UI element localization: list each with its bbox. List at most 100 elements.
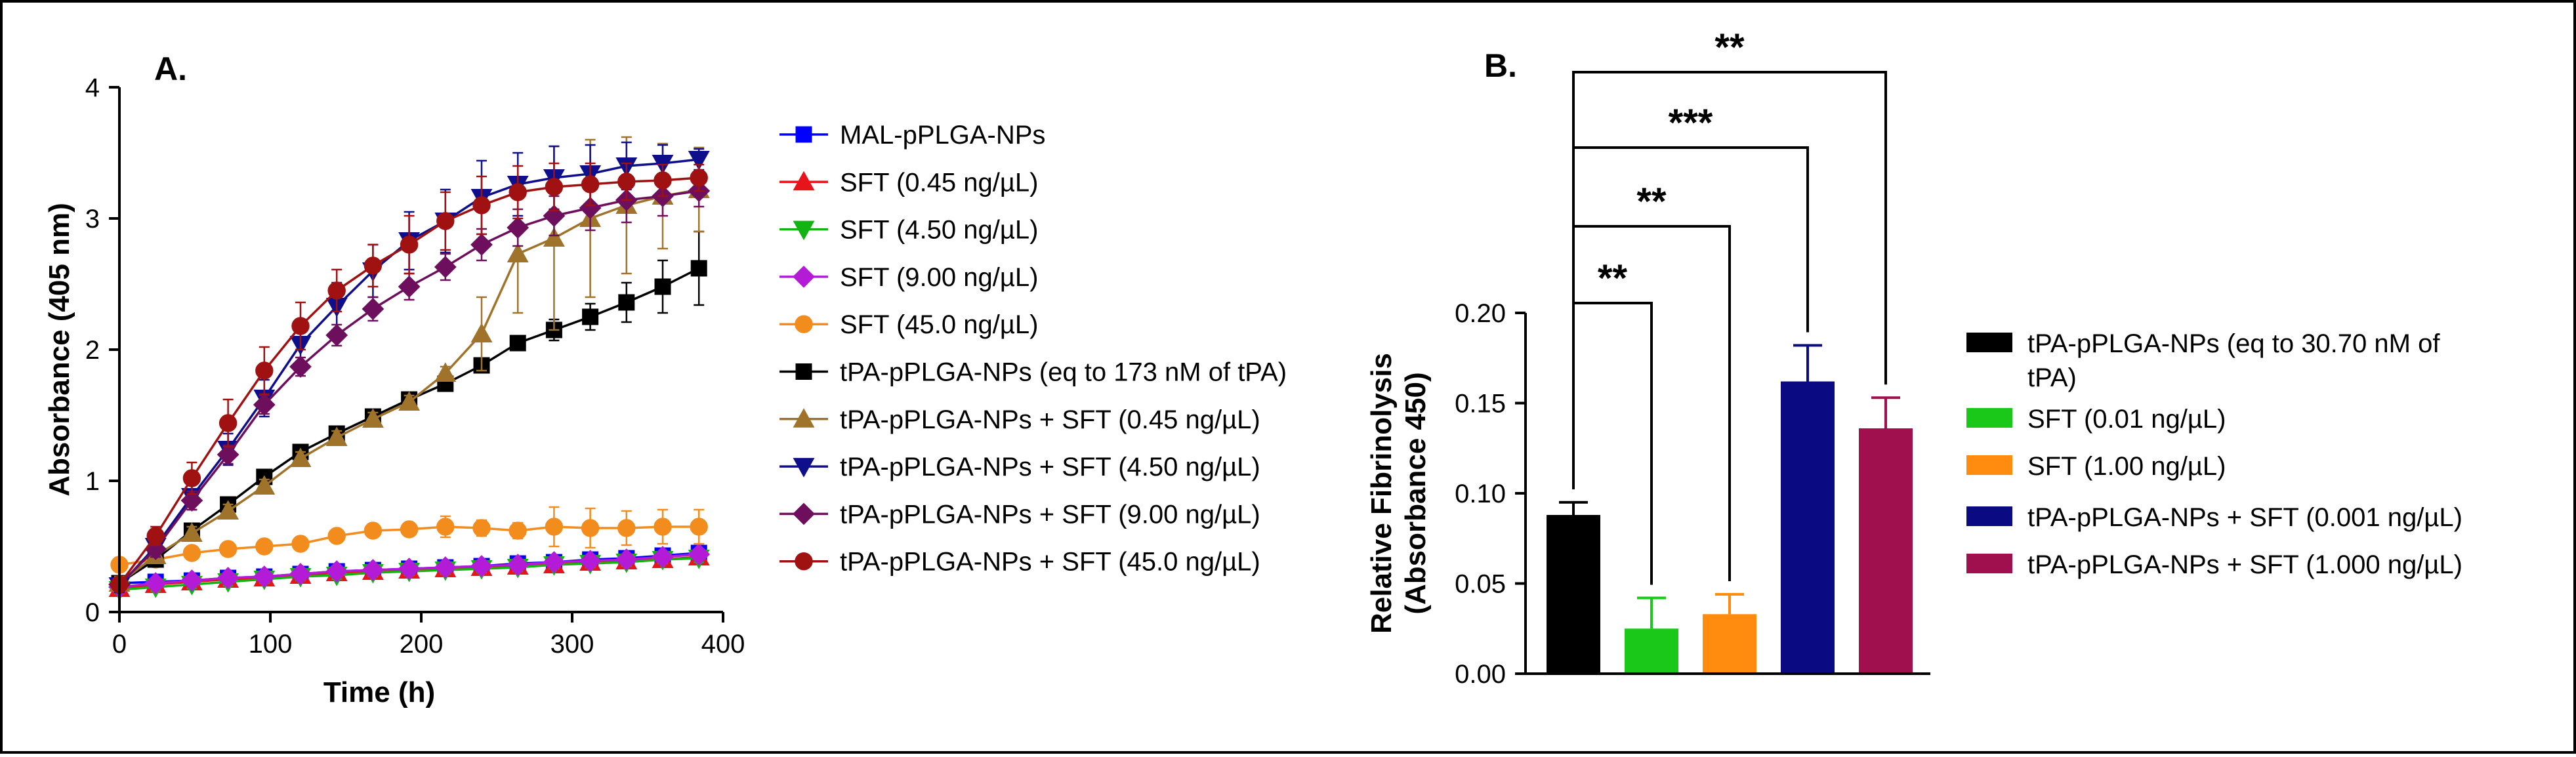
- data-point: [182, 469, 201, 487]
- significance-label: **: [1714, 26, 1745, 69]
- legend-item-6: tPA-pPLGA-NPs (eq to 173 nM of tPA): [779, 358, 1287, 387]
- data-point: [325, 324, 348, 346]
- legend-item-2: SFT (0.45 ng/µL): [779, 168, 1038, 197]
- data-point: [218, 540, 238, 558]
- panel-a-label: A.: [154, 51, 187, 87]
- legend-item-9: tPA-pPLGA-NPs + SFT (9.00 ng/µL): [779, 500, 1260, 529]
- data-point: [255, 361, 274, 380]
- panel-b-legend: tPA-pPLGA-NPs (eq to 30.70 nM of tPA) SFT …: [1966, 329, 2462, 579]
- data-point: [470, 234, 493, 256]
- data-point: [690, 518, 708, 536]
- data-point: [180, 489, 203, 512]
- y-tick-label: 3: [85, 205, 100, 234]
- bar: [1547, 515, 1600, 674]
- data-point: [690, 169, 708, 187]
- data-point: [545, 178, 564, 196]
- legend-swatch: [1966, 333, 2012, 352]
- data-point: [398, 558, 421, 580]
- data-point: [327, 527, 346, 545]
- x-tick-label: 200: [400, 630, 444, 659]
- legend-label: SFT (0.01 ng/µL): [2027, 405, 2226, 434]
- data-point: [509, 335, 526, 352]
- legend-label: SFT (1.00 ng/µL): [2027, 452, 2226, 481]
- data-point: [543, 551, 566, 573]
- panel-a-x-axis-label: Time (h): [323, 676, 435, 708]
- data-point: [472, 519, 491, 537]
- significance-label: **: [1636, 180, 1667, 223]
- legend-swatch: [1966, 506, 2012, 526]
- series-5: [110, 506, 708, 574]
- data-point: [470, 323, 493, 342]
- significance-label: **: [1598, 257, 1628, 300]
- bar-group-3: [1703, 593, 1756, 674]
- bar-group-5: [1859, 396, 1913, 674]
- data-point: [362, 559, 384, 581]
- y-tick-label: 0.00: [1455, 660, 1506, 689]
- legend-item-4: SFT (9.00 ng/µL): [779, 263, 1038, 292]
- legend-label: SFT (45.0 ng/µL): [840, 310, 1038, 339]
- data-point: [398, 391, 421, 411]
- data-point: [581, 519, 600, 537]
- data-point: [472, 196, 491, 215]
- data-point: [364, 256, 383, 275]
- data-point: [144, 572, 167, 594]
- data-point: [545, 518, 564, 536]
- data-point: [146, 527, 165, 545]
- panel-b-y-axis-label-line2: (Absorbance 450): [1400, 372, 1432, 614]
- y-tick-label: 4: [85, 73, 100, 102]
- panel-b-label: B.: [1484, 47, 1517, 84]
- data-point: [654, 518, 672, 536]
- data-point: [507, 216, 530, 239]
- panel-a: A. 0 100 200 300 400 0 1 2 3 4 Time (h) Absorbanc…: [43, 51, 1287, 708]
- y-tick-label: 0.15: [1455, 390, 1506, 419]
- legend-label: tPA-pPLGA-NPs + SFT (45.0 ng/µL): [840, 548, 1260, 577]
- panel-b-bars: [1547, 344, 1913, 674]
- panel-b-y-axis-label: Relative Fibrinolysis: [1365, 353, 1398, 634]
- data-point: [253, 565, 276, 588]
- legend-marker: [793, 458, 815, 478]
- y-tick-label: 2: [85, 336, 100, 365]
- data-point: [398, 276, 421, 298]
- bar: [1859, 428, 1913, 674]
- legend-item-4: tPA-pPLGA-NPs + SFT (0.001 ng/µL): [1966, 503, 2462, 532]
- data-point: [654, 171, 672, 190]
- legend-item-7: tPA-pPLGA-NPs + SFT (0.45 ng/µL): [779, 405, 1260, 434]
- panel-b-significance: *********: [1572, 26, 1887, 585]
- bar: [1625, 628, 1678, 674]
- data-point: [652, 546, 674, 568]
- data-point: [617, 519, 636, 537]
- legend-marker: [793, 265, 815, 288]
- data-point: [509, 522, 527, 540]
- data-point: [217, 567, 239, 589]
- data-point: [291, 317, 310, 335]
- legend-marker: [793, 408, 815, 428]
- data-point: [654, 278, 671, 295]
- data-point: [688, 543, 711, 565]
- data-point: [217, 500, 239, 520]
- bar-group-2: [1625, 596, 1678, 674]
- data-point: [615, 548, 638, 571]
- data-point: [470, 555, 493, 577]
- data-point: [436, 518, 455, 536]
- legend-item-3: SFT (4.50 ng/µL): [779, 216, 1038, 245]
- data-point: [582, 308, 599, 325]
- data-point: [327, 281, 346, 300]
- legend-marker: [795, 126, 812, 143]
- panel-a-series: [108, 136, 711, 601]
- legend-label: SFT (4.50 ng/µL): [840, 216, 1038, 245]
- data-point: [218, 414, 238, 432]
- data-point: [362, 408, 384, 428]
- legend-item-5: tPA-pPLGA-NPs + SFT (1.000 ng/µL): [1966, 550, 2462, 579]
- legend-label: tPA-pPLGA-NPs + SFT (9.00 ng/µL): [840, 500, 1260, 529]
- legend-label: SFT (9.00 ng/µL): [840, 263, 1038, 292]
- legend-label: tPA-pPLGA-NPs (eq to 173 nM of tPA): [840, 358, 1287, 387]
- legend-marker: [793, 220, 815, 241]
- data-point: [690, 260, 707, 277]
- panel-b-ticks: 0.00 0.05 0.10 0.15 0.20: [1455, 299, 1526, 689]
- x-tick-label: 300: [551, 630, 594, 659]
- legend-label: MAL-pPLGA-NPs: [840, 121, 1045, 150]
- data-point: [325, 560, 348, 583]
- data-point: [182, 544, 201, 562]
- panel-a-y-axis-label: Absorbance (405 nm): [43, 203, 75, 496]
- legend-swatch: [1966, 408, 2012, 428]
